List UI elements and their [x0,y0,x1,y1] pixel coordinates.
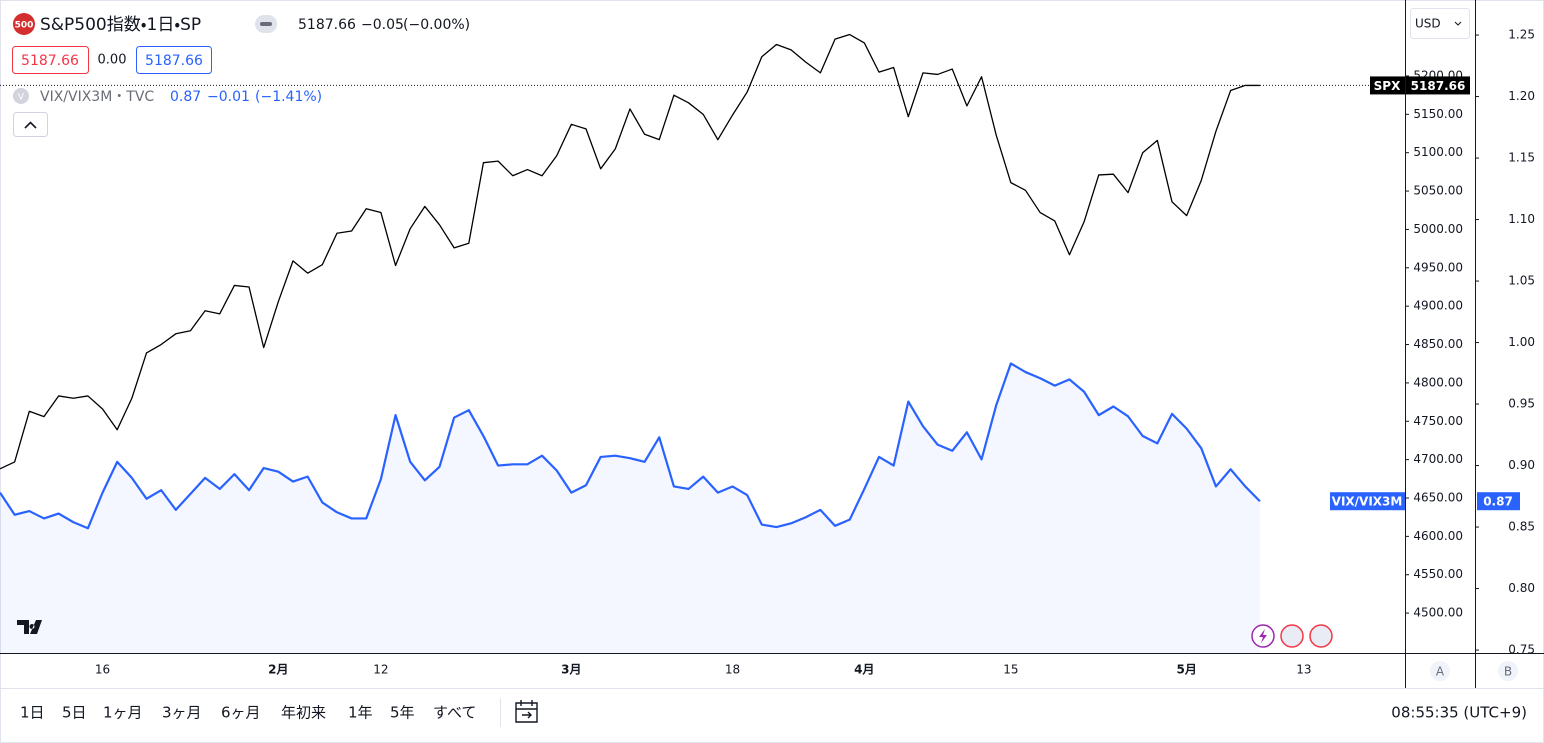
y-tick-label: 4950.00 [1413,260,1463,274]
y-tick-label: 4600.00 [1413,529,1463,543]
y-tick-label: 4900.00 [1413,299,1463,313]
range-button[interactable]: 3ヶ月 [162,704,202,722]
y-tick-label: 4800.00 [1413,375,1463,389]
y2-tick-label: 0.95 [1508,397,1535,411]
axis-button-label: B [1504,665,1512,679]
range-button[interactable]: 1日 [20,704,45,722]
currency: USD [1415,17,1441,31]
bid-box[interactable] [12,46,89,74]
axis-button[interactable] [1430,661,1450,681]
x-tick-label: 15 [1003,663,1018,677]
event-glyph [1259,629,1267,643]
y-tick-label: 4850.00 [1413,337,1463,351]
compare-change: −0.01 [207,89,250,105]
series-tag [1370,76,1405,95]
compare-name[interactable]: VIX/VIX3M・TVC [40,89,154,105]
range-button[interactable]: 5年 [390,704,415,722]
y2-tick-label: 1.25 [1508,28,1535,42]
status-icon [260,22,272,26]
last-value-label: 0.87 [1483,495,1513,509]
axis-button[interactable] [1498,661,1518,681]
y-tick-label: 5100.00 [1413,145,1463,159]
symbol-title[interactable]: S&P500指数・1日・SP [40,15,201,35]
y-tick-label: 5000.00 [1413,222,1463,236]
clock[interactable]: 08:55:35 (UTC+9) [1391,704,1527,722]
y2-tick-label: 1.20 [1508,89,1535,103]
series-line [0,33,1260,470]
x-tick-label: 18 [725,663,740,677]
y-tick-label: 5050.00 [1413,184,1463,198]
y-tick-label: 4500.00 [1413,606,1463,620]
y2-tick-label: 0.85 [1508,520,1535,534]
y2-tick-label: 0.90 [1508,458,1535,472]
series-tag-label: VIX/VIX3M [1332,495,1403,509]
bid: 5187.66 [21,53,79,69]
spread: 0.00 [98,53,127,68]
x-tick-label: 5月 [1176,663,1196,677]
range-button[interactable]: 1年 [348,704,373,722]
currency-select[interactable] [1410,8,1470,39]
last-value-box [1477,492,1520,511]
series-tag [1330,492,1405,511]
range-button[interactable]: 6ヶ月 [221,704,261,722]
y2-tick-label: 1.10 [1508,212,1535,226]
collapse-icon [24,121,37,129]
range-button[interactable]: 1ヶ月 [103,704,143,722]
ask-box[interactable] [136,46,212,74]
price-change-pct: (−0.00%) [403,17,470,33]
y-tick-label: 4700.00 [1413,452,1463,466]
compare-badge [13,88,29,104]
range-button[interactable]: 年初来 [281,704,326,722]
y2-tick-label: 1.00 [1508,335,1535,349]
dropdown-icon [1454,21,1462,26]
x-tick-label: 4月 [854,663,874,677]
toolbar: 1日 5日 1ヶ月 3ヶ月 6ヶ月 年初来 1年 5年 すべて [20,704,476,722]
plot [0,33,1405,653]
x-tick-label: 13 [1296,663,1311,677]
x-tick-label: 12 [373,663,388,677]
event-icon[interactable] [1309,624,1333,648]
last-price: 5187.66 [298,17,356,33]
x-tick-label: 2月 [268,663,288,677]
axes: 4500.00 4550.00 4600.00 4650.00 4700.00 4750.… [95,28,1535,677]
y2-tick-label: 0.80 [1508,581,1535,595]
compare-value: 0.87 [170,89,201,105]
event-icon[interactable] [1280,624,1304,648]
y-tick-label: 4650.00 [1413,490,1463,504]
ask: 5187.66 [145,53,203,69]
logo[interactable] [17,620,42,634]
symbol-badge[interactable] [13,13,35,35]
last-value-label: 5187.66 [1411,79,1466,93]
axis-button-label: A [1436,665,1445,679]
range-button[interactable]: すべて [433,704,476,722]
series-line [0,362,1261,530]
y2-tick-label: 1.05 [1508,274,1535,288]
compare-badge-text: V [18,93,25,103]
compare-change-pct: (−1.41%) [255,89,322,105]
badge-text: 500 [15,21,34,31]
y2-tick-label: 0.75 [1508,643,1535,657]
collapse-button[interactable] [13,112,48,137]
y-tick-label: 4750.00 [1413,414,1463,428]
x-tick-label: 16 [95,663,110,677]
x-tick-label: 3月 [561,663,581,677]
price-change: −0.05 [361,17,404,33]
y2-tick-label: 1.15 [1508,151,1535,165]
series-tag-label: SPX [1374,79,1401,93]
y-tick-label: 5150.00 [1413,107,1463,121]
date-range-icon[interactable] [515,700,538,723]
series-area [0,363,1260,653]
last-value-box [1406,76,1470,95]
range-button[interactable]: 5日 [62,704,87,722]
y-tick-label: 4550.00 [1413,567,1463,581]
